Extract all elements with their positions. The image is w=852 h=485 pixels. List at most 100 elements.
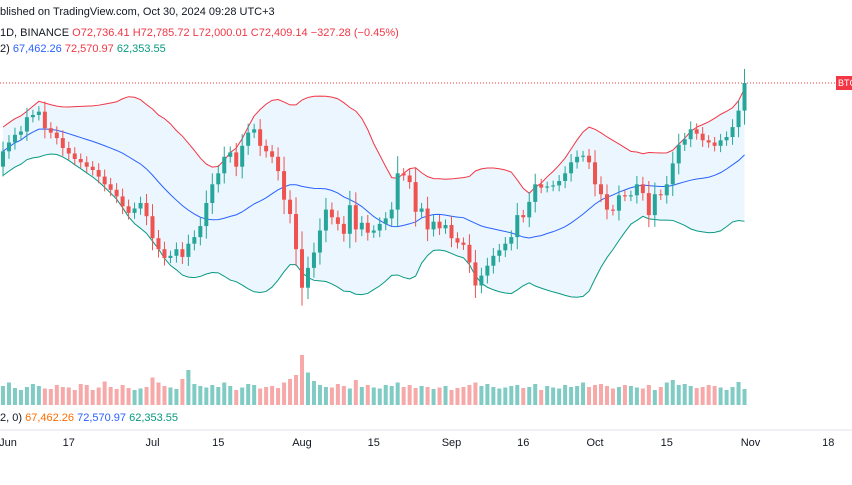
candle[interactable] [407,168,412,189]
candle[interactable] [186,234,191,266]
candle[interactable] [545,181,550,193]
candle[interactable] [341,216,346,242]
candle[interactable] [658,189,663,201]
candle[interactable] [628,190,633,202]
candle[interactable] [300,231,304,306]
candle[interactable] [90,161,95,176]
candle[interactable] [670,151,675,197]
candle[interactable] [742,68,747,125]
candle[interactable] [60,130,65,156]
candle[interactable] [503,236,508,258]
candle[interactable] [210,173,215,214]
candlesticks[interactable] [1,68,747,306]
candle[interactable] [575,150,580,169]
candle[interactable] [533,173,538,213]
candle[interactable] [270,144,275,164]
candle[interactable] [479,267,484,294]
candle[interactable] [66,141,71,160]
candle[interactable] [198,217,203,246]
candle[interactable] [395,156,400,227]
candle[interactable] [258,119,263,156]
candle[interactable] [162,241,167,266]
candle[interactable] [174,242,179,263]
candle[interactable] [222,146,227,184]
candle[interactable] [353,192,358,243]
candle[interactable] [1,141,5,177]
candle[interactable] [694,123,699,140]
candle[interactable] [108,177,113,197]
candle[interactable] [150,204,155,251]
candle[interactable] [288,190,293,224]
candle[interactable] [527,192,532,228]
candle[interactable] [664,176,669,204]
candle[interactable] [389,202,394,226]
candle[interactable] [192,230,197,251]
candle[interactable] [114,183,119,204]
candle[interactable] [616,185,621,221]
candle[interactable] [78,153,83,168]
candle[interactable] [449,215,454,248]
candle[interactable] [96,163,101,184]
candle[interactable] [264,139,269,158]
candle[interactable] [587,148,592,170]
candle[interactable] [413,167,418,227]
candle[interactable] [12,127,17,150]
candle[interactable] [335,210,340,231]
candle[interactable] [455,232,460,249]
candle[interactable] [425,196,430,242]
candle[interactable] [563,166,568,189]
candle[interactable] [593,150,598,197]
candle[interactable] [419,202,424,218]
candle[interactable] [144,193,149,226]
candle[interactable] [604,184,609,220]
candle[interactable] [539,178,544,194]
candle[interactable] [24,107,29,141]
candle[interactable] [521,209,526,223]
candle[interactable] [652,182,657,227]
candle[interactable] [640,176,645,201]
candle[interactable] [180,242,185,264]
candle[interactable] [485,257,490,284]
candle[interactable] [156,229,161,258]
candle[interactable] [676,133,681,175]
candle[interactable] [682,132,687,152]
candle[interactable] [347,190,352,249]
candle[interactable] [126,199,131,220]
candle[interactable] [72,147,77,166]
candle[interactable] [329,202,334,225]
candle[interactable] [42,101,47,139]
candle[interactable] [473,249,478,298]
candle[interactable] [712,136,717,152]
candle[interactable] [688,121,693,148]
candle[interactable] [6,135,11,159]
candle[interactable] [240,134,245,179]
candle[interactable] [622,190,627,202]
candle[interactable] [102,169,107,192]
candle[interactable] [323,197,328,243]
candle[interactable] [461,237,466,250]
candle[interactable] [294,197,299,266]
candle[interactable] [551,180,556,192]
candle[interactable] [443,219,448,234]
candle[interactable] [138,196,143,215]
candle[interactable] [36,106,41,121]
candle[interactable] [646,181,651,228]
candle[interactable] [467,234,472,273]
candle[interactable] [246,123,251,155]
candle[interactable] [54,126,59,145]
candle[interactable] [706,135,711,148]
candle[interactable] [401,168,406,181]
candle[interactable] [234,142,239,177]
candle[interactable] [634,176,639,204]
candle[interactable] [18,125,23,141]
candle[interactable] [84,156,89,173]
candle[interactable] [371,225,376,238]
candle[interactable] [491,247,496,274]
candle[interactable] [557,175,562,192]
candle[interactable] [48,122,53,139]
candle[interactable] [216,165,221,193]
candle[interactable] [736,100,741,138]
candle[interactable] [252,123,257,139]
candle[interactable] [383,212,388,231]
